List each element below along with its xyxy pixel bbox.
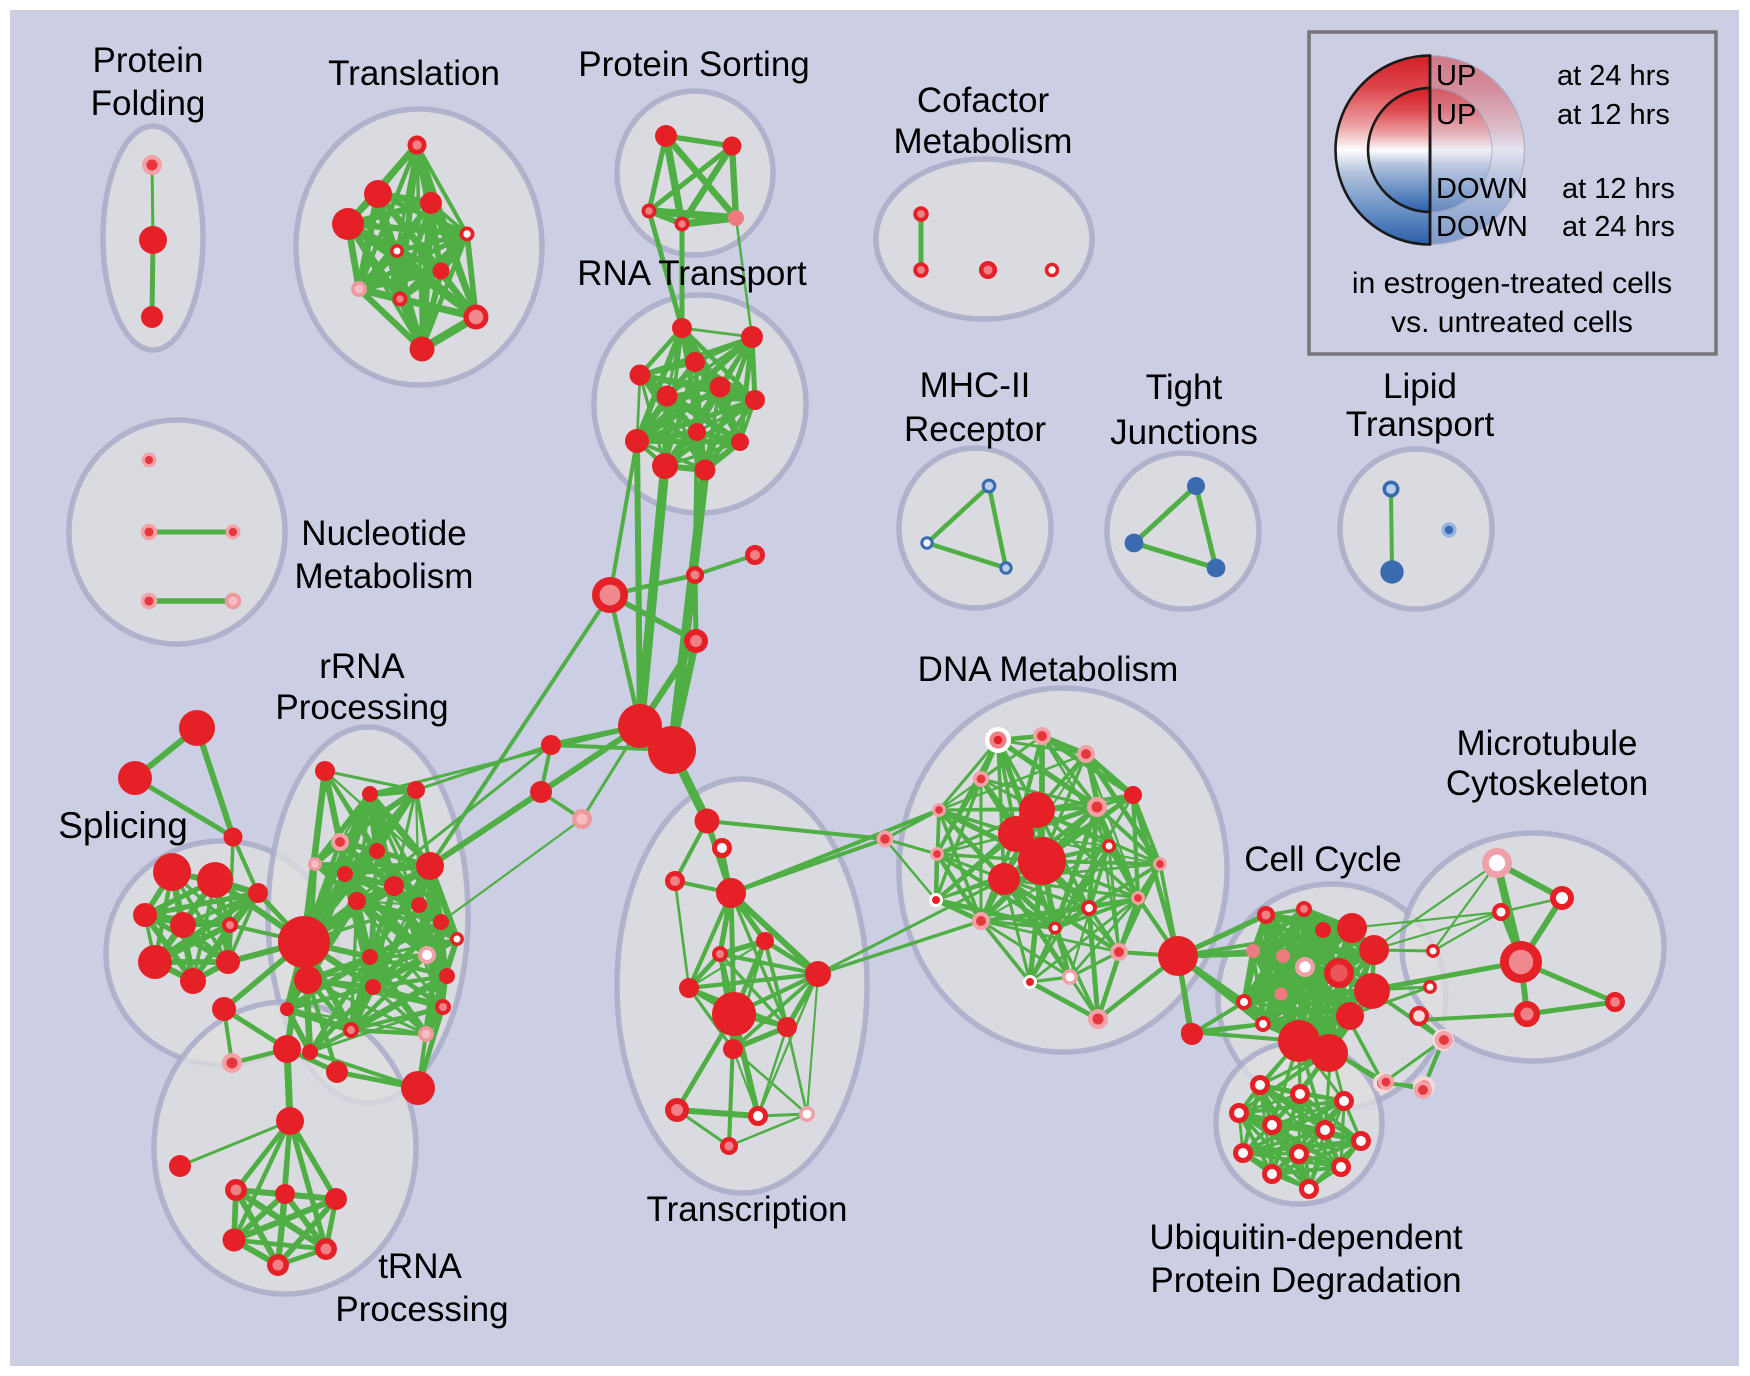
- svg-text:Processing: Processing: [335, 1290, 508, 1329]
- svg-text:Ubiquitin-dependent: Ubiquitin-dependent: [1149, 1218, 1463, 1257]
- svg-text:Splicing: Splicing: [58, 805, 188, 846]
- svg-text:rRNA: rRNA: [319, 647, 405, 686]
- svg-text:Tight: Tight: [1146, 368, 1223, 407]
- svg-text:Junctions: Junctions: [1110, 413, 1258, 452]
- svg-text:Folding: Folding: [91, 84, 206, 123]
- svg-text:in estrogen-treated cells: in estrogen-treated cells: [1352, 267, 1672, 300]
- svg-text:UP: UP: [1436, 99, 1476, 131]
- svg-text:Receptor: Receptor: [904, 410, 1046, 449]
- svg-text:Protein Degradation: Protein Degradation: [1150, 1261, 1461, 1300]
- svg-text:UP: UP: [1436, 60, 1476, 92]
- svg-text:vs. untreated cells: vs. untreated cells: [1391, 306, 1633, 339]
- svg-text:Transcription: Transcription: [647, 1190, 848, 1229]
- svg-text:tRNA: tRNA: [378, 1247, 462, 1286]
- svg-text:Translation: Translation: [328, 54, 500, 93]
- svg-text:at 12 hrs: at 12 hrs: [1562, 173, 1675, 205]
- svg-text:Protein Sorting: Protein Sorting: [578, 45, 810, 84]
- svg-text:Transport: Transport: [1346, 405, 1495, 444]
- svg-text:DOWN: DOWN: [1436, 173, 1528, 205]
- svg-text:at 24 hrs: at 24 hrs: [1562, 211, 1675, 243]
- svg-text:DOWN: DOWN: [1436, 211, 1528, 243]
- svg-text:Cell Cycle: Cell Cycle: [1244, 840, 1402, 879]
- svg-text:at 12 hrs: at 12 hrs: [1557, 99, 1670, 131]
- svg-text:Lipid: Lipid: [1383, 367, 1457, 406]
- svg-text:Metabolism: Metabolism: [295, 557, 474, 596]
- svg-text:Processing: Processing: [275, 688, 448, 727]
- svg-text:MHC-II: MHC-II: [920, 366, 1031, 405]
- svg-text:Cofactor: Cofactor: [917, 81, 1050, 120]
- svg-text:Microtubule: Microtubule: [1457, 724, 1638, 763]
- svg-text:Protein: Protein: [93, 41, 204, 80]
- svg-text:Nucleotide: Nucleotide: [301, 514, 466, 553]
- svg-text:Cytoskeleton: Cytoskeleton: [1446, 764, 1648, 803]
- svg-text:RNA Transport: RNA Transport: [577, 254, 807, 293]
- svg-text:Metabolism: Metabolism: [894, 122, 1073, 161]
- svg-text:DNA Metabolism: DNA Metabolism: [918, 650, 1179, 689]
- svg-text:at 24 hrs: at 24 hrs: [1557, 60, 1670, 92]
